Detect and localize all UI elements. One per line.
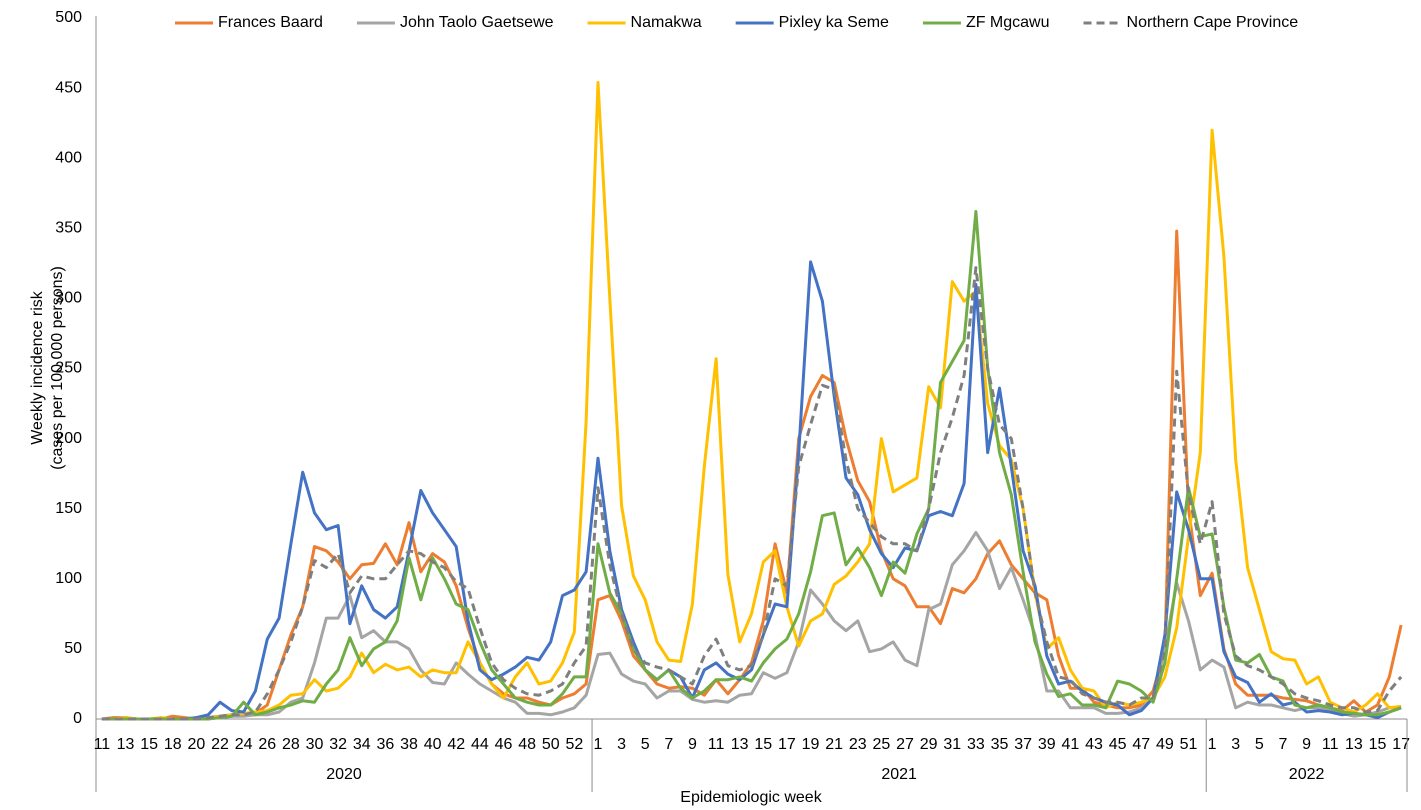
x-tick-label: 9 bbox=[688, 736, 697, 753]
x-tick-label: 43 bbox=[1085, 736, 1103, 753]
x-tick-label: 28 bbox=[282, 736, 300, 753]
x-tick-label: 25 bbox=[873, 736, 891, 753]
x-tick-label: 11 bbox=[94, 736, 111, 753]
y-tick-label: 150 bbox=[55, 500, 82, 517]
x-tick-label: 32 bbox=[329, 736, 347, 753]
x-tick-label: 36 bbox=[376, 736, 394, 753]
x-tick-label: 1 bbox=[594, 736, 603, 753]
x-tick-label: 15 bbox=[140, 736, 158, 753]
series-line bbox=[101, 266, 1403, 721]
y-tick-label: 350 bbox=[55, 220, 82, 237]
legend-label: John Taolo Gaetsewe bbox=[400, 14, 554, 31]
legend-label: ZF Mgcawu bbox=[966, 14, 1050, 31]
legend-label: Pixley ka Seme bbox=[779, 14, 889, 31]
x-tick-label: 20 bbox=[187, 736, 205, 753]
legend-label: Frances Baard bbox=[218, 14, 323, 31]
x-tick-label: 49 bbox=[1156, 736, 1174, 753]
x-tick-label: 22 bbox=[211, 736, 229, 753]
series-line bbox=[101, 531, 1402, 721]
y-tick-label: 400 bbox=[55, 149, 82, 166]
x-tick-label: 35 bbox=[991, 736, 1009, 753]
y-tick-label: 200 bbox=[55, 430, 82, 447]
y-tick-label: 300 bbox=[55, 290, 82, 307]
x-tick-label: 33 bbox=[967, 736, 985, 753]
legend-label: Namakwa bbox=[631, 14, 702, 31]
x-tick-label: 51 bbox=[1180, 736, 1198, 753]
x-tick-label: 37 bbox=[1014, 736, 1032, 753]
y-axis-title: Weekly incidence risk bbox=[29, 290, 46, 445]
y-tick-label: 50 bbox=[64, 640, 82, 657]
x-tick-label: 11 bbox=[1322, 736, 1339, 753]
x-tick-label: 11 bbox=[708, 736, 725, 753]
x-tick-label: 50 bbox=[542, 736, 560, 753]
x-tick-label: 39 bbox=[1038, 736, 1056, 753]
x-tick-label: 45 bbox=[1109, 736, 1127, 753]
x-tick-label: 42 bbox=[447, 736, 465, 753]
x-tick-label: 7 bbox=[1279, 736, 1288, 753]
x-tick-label: 18 bbox=[164, 736, 182, 753]
y-axis-title: (cases per 100 000 persons) bbox=[49, 266, 66, 470]
x-tick-label: 31 bbox=[943, 736, 961, 753]
x-tick-label: 38 bbox=[400, 736, 418, 753]
legend-label: Northern Cape Province bbox=[1127, 14, 1299, 31]
x-tick-label: 21 bbox=[825, 736, 843, 753]
x-tick-label: 46 bbox=[495, 736, 513, 753]
x-tick-label: 15 bbox=[1369, 736, 1387, 753]
x-tick-label: 1 bbox=[1208, 736, 1217, 753]
x-tick-label: 41 bbox=[1061, 736, 1079, 753]
x-tick-label: 5 bbox=[641, 736, 650, 753]
x-tick-label: 7 bbox=[664, 736, 673, 753]
x-tick-label: 13 bbox=[1345, 736, 1363, 753]
series-line bbox=[101, 210, 1402, 721]
x-tick-label: 9 bbox=[1302, 736, 1311, 753]
series-line bbox=[101, 81, 1402, 721]
x-group-label: 2020 bbox=[326, 766, 362, 783]
y-tick-label: 100 bbox=[55, 570, 82, 587]
x-axis-title: Epidemiologic week bbox=[680, 789, 822, 806]
x-tick-label: 13 bbox=[117, 736, 135, 753]
x-tick-label: 23 bbox=[849, 736, 867, 753]
x-tick-label: 52 bbox=[565, 736, 583, 753]
y-tick-label: 0 bbox=[73, 710, 82, 727]
x-tick-label: 48 bbox=[518, 736, 536, 753]
x-tick-label: 17 bbox=[1392, 736, 1410, 753]
x-tick-label: 30 bbox=[306, 736, 324, 753]
y-tick-label: 450 bbox=[55, 79, 82, 96]
y-tick-label: 500 bbox=[55, 9, 82, 26]
x-tick-label: 19 bbox=[802, 736, 820, 753]
x-tick-label: 13 bbox=[731, 736, 749, 753]
x-tick-label: 47 bbox=[1132, 736, 1150, 753]
x-tick-label: 40 bbox=[424, 736, 442, 753]
x-tick-label: 27 bbox=[896, 736, 914, 753]
x-tick-label: 44 bbox=[471, 736, 489, 753]
x-tick-label: 3 bbox=[1231, 736, 1240, 753]
x-tick-label: 24 bbox=[235, 736, 253, 753]
x-tick-label: 34 bbox=[353, 736, 371, 753]
x-group-label: 2021 bbox=[881, 766, 917, 783]
x-tick-label: 5 bbox=[1255, 736, 1264, 753]
x-tick-label: 26 bbox=[258, 736, 276, 753]
y-tick-label: 250 bbox=[55, 360, 82, 377]
x-group-label: 2022 bbox=[1289, 766, 1325, 783]
x-tick-label: 3 bbox=[617, 736, 626, 753]
x-tick-label: 15 bbox=[754, 736, 772, 753]
x-tick-label: 29 bbox=[920, 736, 938, 753]
x-tick-label: 17 bbox=[778, 736, 796, 753]
